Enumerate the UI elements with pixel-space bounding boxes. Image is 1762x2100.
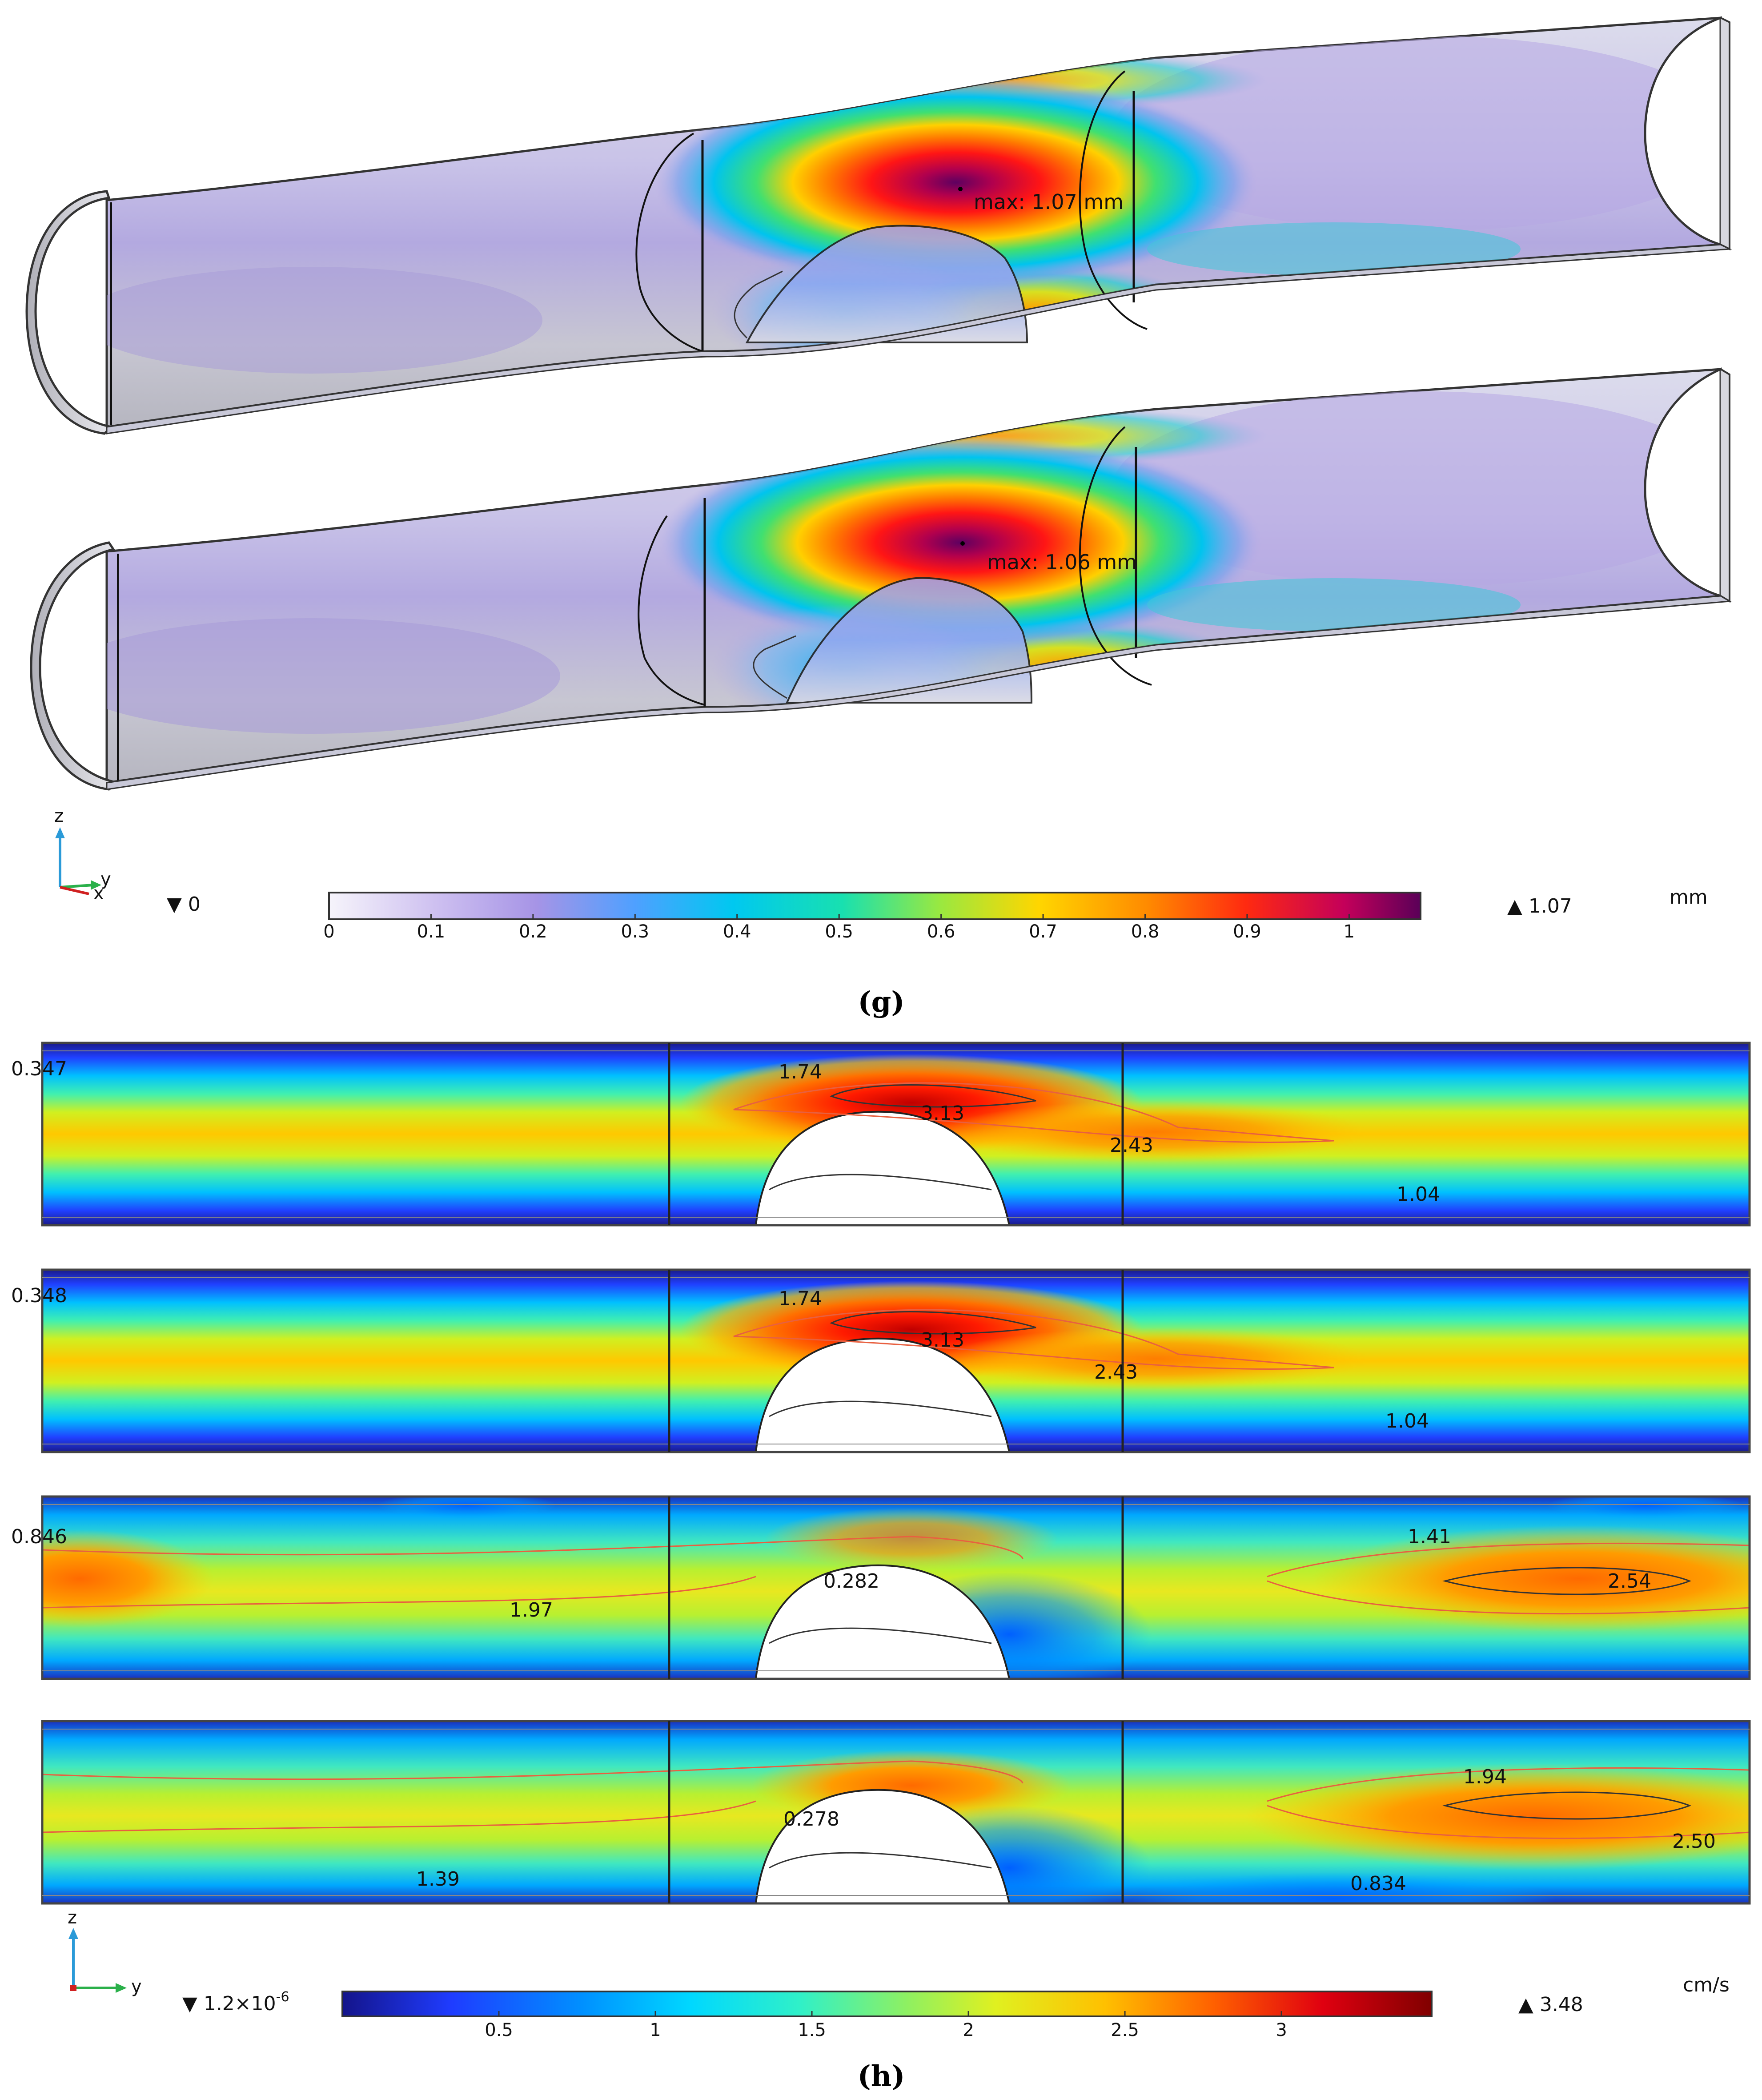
velocity-strip: 0.348 1.74 3.13 2.43 1.04: [11, 1268, 1751, 1453]
colorbar-g-tick-label: 0.8: [1131, 921, 1160, 942]
colorbar-g-tick-label: 1: [1344, 921, 1355, 942]
colorbar-h-min: ▼ 1.2×10-6: [182, 1989, 289, 2015]
caption-g: (g): [858, 986, 904, 1019]
colorbar-h-tick-label: 2: [963, 2020, 974, 2040]
contour-label: 0.834: [1350, 1872, 1406, 1895]
contour-label: 0.282: [823, 1570, 879, 1593]
colorbar-g-tick-label: 0.9: [1233, 921, 1261, 942]
colorbar-h-tick-label: 2.5: [1111, 2020, 1139, 2040]
contour-label: 1.39: [416, 1868, 460, 1891]
colorbar-g-tick-label: 0.3: [621, 921, 650, 942]
colorbar-h-tick-label: 1.5: [798, 2020, 826, 2040]
axis-y-label: y: [100, 869, 111, 889]
colorbar-g-tick-label: 0.1: [417, 921, 446, 942]
colorbar-h: ▼ 1.2×10-6 0.5 1 1.5 2 2.5 3 ▲ 3.48 cm/s: [182, 1974, 1730, 2040]
vessel-bottom: max: 1.06 mm: [30, 367, 1732, 791]
velocity-strips: 0.347 1.74 3.13 2.43 1.04 0.348 1.74 3.13 2.43 1.…: [11, 1042, 1751, 1905]
velocity-strip: 1.39 0.278 1.94 2.50 0.834: [41, 1720, 1751, 1905]
axis-y-label-h: y: [131, 1976, 142, 1997]
axis-x-label: x: [93, 883, 104, 904]
colorbar-g-tick-label: 0.4: [723, 921, 751, 942]
strip-frame: [41, 1720, 1751, 1905]
colorbar-g-tick-label: 0: [323, 921, 334, 942]
section-arc: [1079, 426, 1152, 686]
strip-frame: [41, 1495, 1751, 1680]
colorbar-g-ticks: 0 0.1 0.2 0.3 0.4 0.5 0.6 0.7 0.8 0.9 1: [323, 914, 1355, 942]
plaque-region: [755, 1110, 1011, 1225]
strip-frame: [41, 1042, 1751, 1227]
caption-h: (h): [857, 2060, 905, 2093]
colorbar-g-max: ▲ 1.07: [1507, 895, 1572, 917]
colorbar-h-max: ▲ 3.48: [1518, 1993, 1583, 2016]
contour-label: 0.278: [783, 1808, 839, 1830]
max-label-top: max: 1.07 mm: [974, 190, 1124, 214]
plaque-region: [755, 1564, 1011, 1679]
colorbar-h-ticks: 0.5 1 1.5 2 2.5 3: [485, 2011, 1287, 2040]
vessel-top-plaque: [745, 225, 1028, 343]
axis-z-label-h: z: [68, 1907, 77, 1928]
colorbar-h-unit: cm/s: [1683, 1974, 1730, 1996]
colorbar-g: ▼ 0 0 0.1 0.2 0.3 0.4 0.5 0.6 0.7 0.8 0.9 1 ▲ 1.07…: [167, 886, 1708, 942]
colorbar-g-tick-label: 0.2: [519, 921, 547, 942]
contour-label: 1.97: [510, 1599, 553, 1621]
colorbar-h-tick-label: 1: [650, 2020, 661, 2040]
strip-left-label: 0.846: [11, 1525, 67, 1548]
contour-label: 2.43: [1110, 1134, 1153, 1157]
contour-label: 2.50: [1672, 1830, 1716, 1853]
strip-frame: [41, 1268, 1751, 1453]
contour-label: 1.74: [779, 1061, 822, 1083]
colorbar-g-tick-label: 0.5: [825, 921, 853, 942]
axes-triad-h: z y: [68, 1907, 142, 1997]
contour-label: 1.74: [779, 1287, 822, 1310]
strip-left-label: 0.347: [11, 1058, 67, 1080]
contour-label: 2.43: [1094, 1361, 1138, 1384]
contour-label: 3.13: [921, 1102, 964, 1125]
colorbar-h-tick-label: 0.5: [485, 2020, 513, 2040]
axes-triad-g: z y x: [54, 806, 111, 904]
contour-label: 1.04: [1385, 1410, 1429, 1432]
outlet-opening: [1644, 367, 1722, 598]
section-arc: [638, 515, 705, 706]
colorbar-h-ramp: [341, 1991, 1433, 2017]
contour-label: 1.04: [1397, 1183, 1440, 1206]
contour-label: 1.41: [1408, 1525, 1451, 1548]
axis-z-label: z: [54, 806, 64, 826]
contour-label: 2.54: [1608, 1570, 1651, 1593]
max-label-bottom: max: 1.06 mm: [987, 550, 1137, 574]
outlet-opening: [1644, 16, 1722, 246]
strip-left-label: 0.348: [11, 1284, 67, 1307]
inlet-opening: [25, 190, 114, 435]
contour-label: 1.94: [1463, 1766, 1507, 1788]
colorbar-g-ramp: [328, 892, 1421, 920]
colorbar-g-unit: mm: [1670, 886, 1708, 909]
section-arc: [1079, 70, 1148, 330]
colorbar-h-tick-label: 3: [1276, 2020, 1287, 2040]
velocity-strip: 0.347 1.74 3.13 2.43 1.04: [11, 1042, 1751, 1227]
colorbar-g-min: ▼ 0: [167, 893, 201, 916]
plaque-region: [755, 1337, 1011, 1452]
plaque-region: [755, 1789, 1011, 1903]
colorbar-g-tick-label: 0.7: [1029, 921, 1057, 942]
vessel-top: max: 1.07 mm: [25, 16, 1732, 435]
section-arc: [635, 133, 703, 352]
velocity-strip: 0.846 1.97 0.282 1.41 2.54: [11, 1495, 1751, 1680]
colorbar-g-tick-label: 0.6: [927, 921, 955, 942]
contour-label: 3.13: [921, 1329, 964, 1352]
inlet-opening: [30, 541, 121, 791]
